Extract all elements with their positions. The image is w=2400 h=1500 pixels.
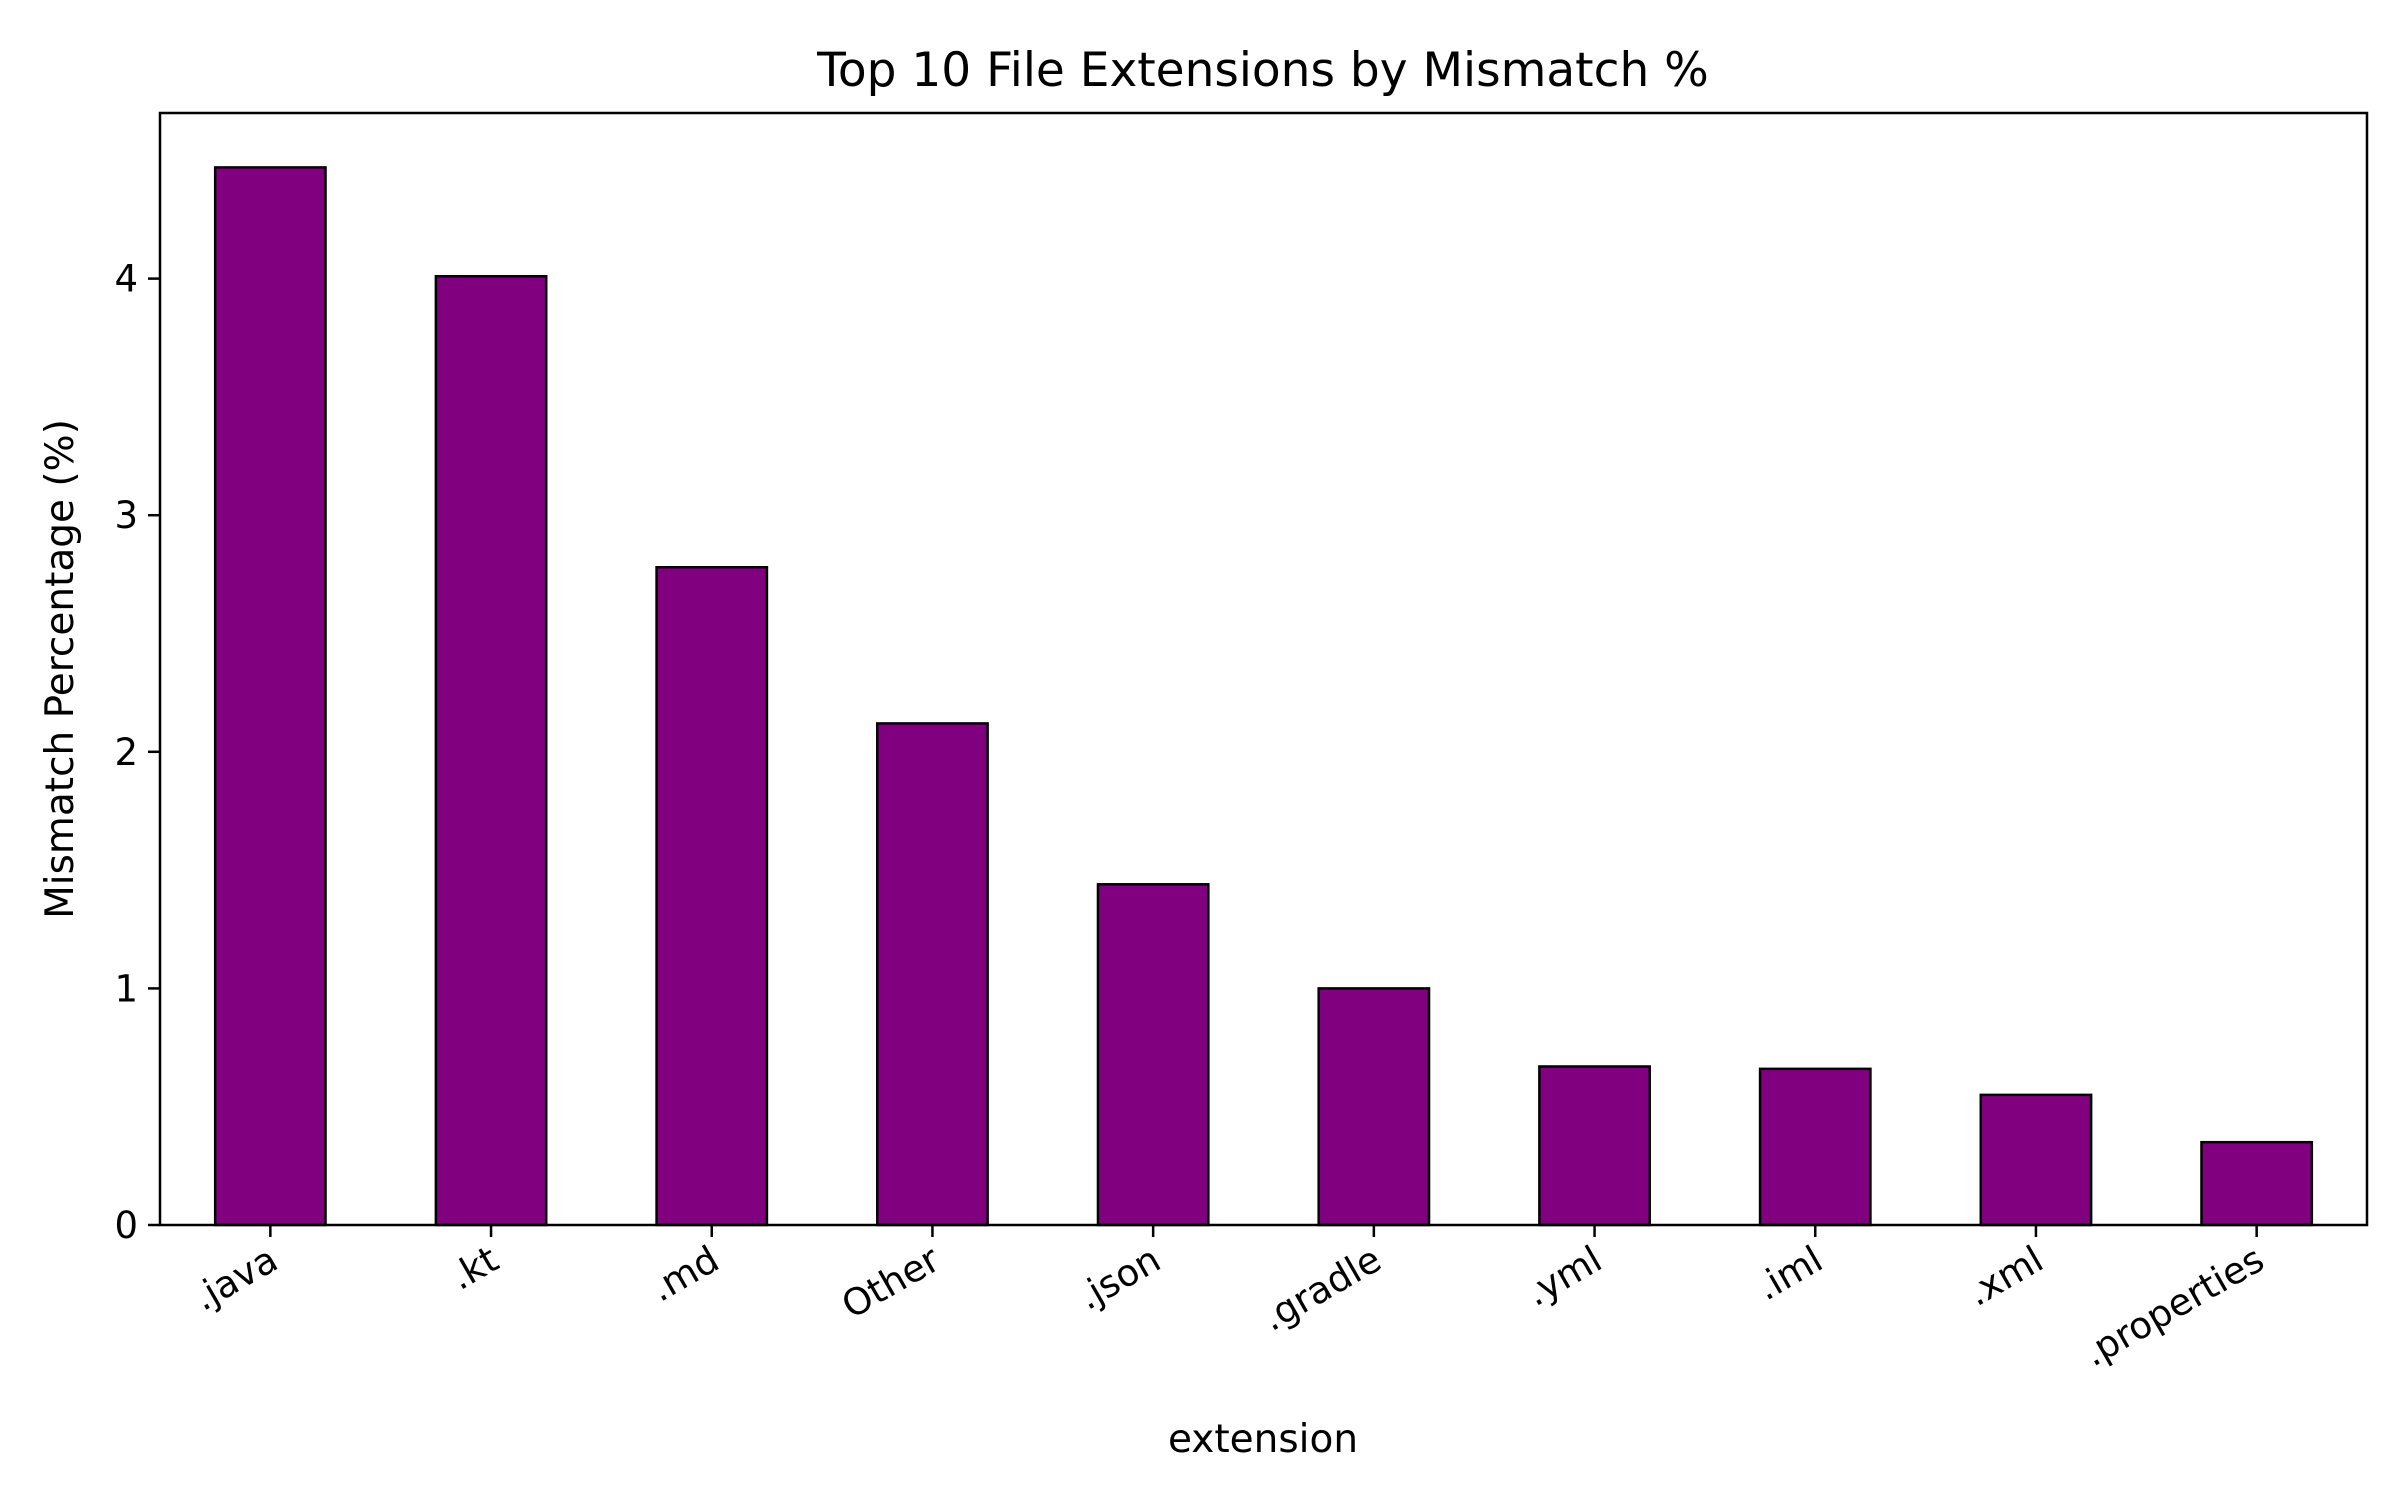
y-axis: 0 1 2 3 4 (114, 258, 160, 1247)
y-tick-label: 4 (114, 258, 138, 301)
bar (434, 275, 548, 1227)
x-axis-label: extension (1168, 1417, 1358, 1462)
plot-frame (158, 111, 2369, 1227)
bar (1979, 1093, 2093, 1227)
bar (876, 722, 989, 1227)
x-tick-label: .kt (443, 1238, 506, 1299)
x-tick-label: .yml (1518, 1238, 1609, 1315)
y-tick-label: 2 (114, 731, 138, 774)
bar (1317, 987, 1431, 1227)
x-tick-label: Other (834, 1237, 947, 1327)
y-tick-label: 1 (114, 967, 138, 1010)
x-tick-label: .json (1070, 1238, 1167, 1319)
y-axis-label: Mismatch Percentage (%) (38, 419, 83, 919)
x-tick-label: .java (186, 1238, 285, 1320)
bars-group (213, 166, 2314, 1227)
bar (1096, 883, 1210, 1227)
x-tick-label: .gradle (1255, 1238, 1389, 1340)
x-tick-label: .iml (1749, 1238, 1830, 1309)
y-tick-label: 3 (114, 494, 138, 537)
x-axis: .java .kt .md Other .json .gradle .yml .iml .xml… (186, 1225, 2271, 1375)
bar (1758, 1067, 1872, 1227)
chart-title: Top 10 File Extensions by Mismatch % (816, 43, 1709, 98)
bar (1538, 1065, 1651, 1227)
bar (213, 166, 327, 1227)
x-tick-label: .properties (2076, 1238, 2271, 1376)
x-tick-label: .md (643, 1238, 726, 1311)
x-tick-label: .xml (1960, 1238, 2051, 1315)
bar (655, 566, 769, 1227)
bar (2200, 1140, 2314, 1227)
y-tick-label: 0 (114, 1204, 138, 1247)
